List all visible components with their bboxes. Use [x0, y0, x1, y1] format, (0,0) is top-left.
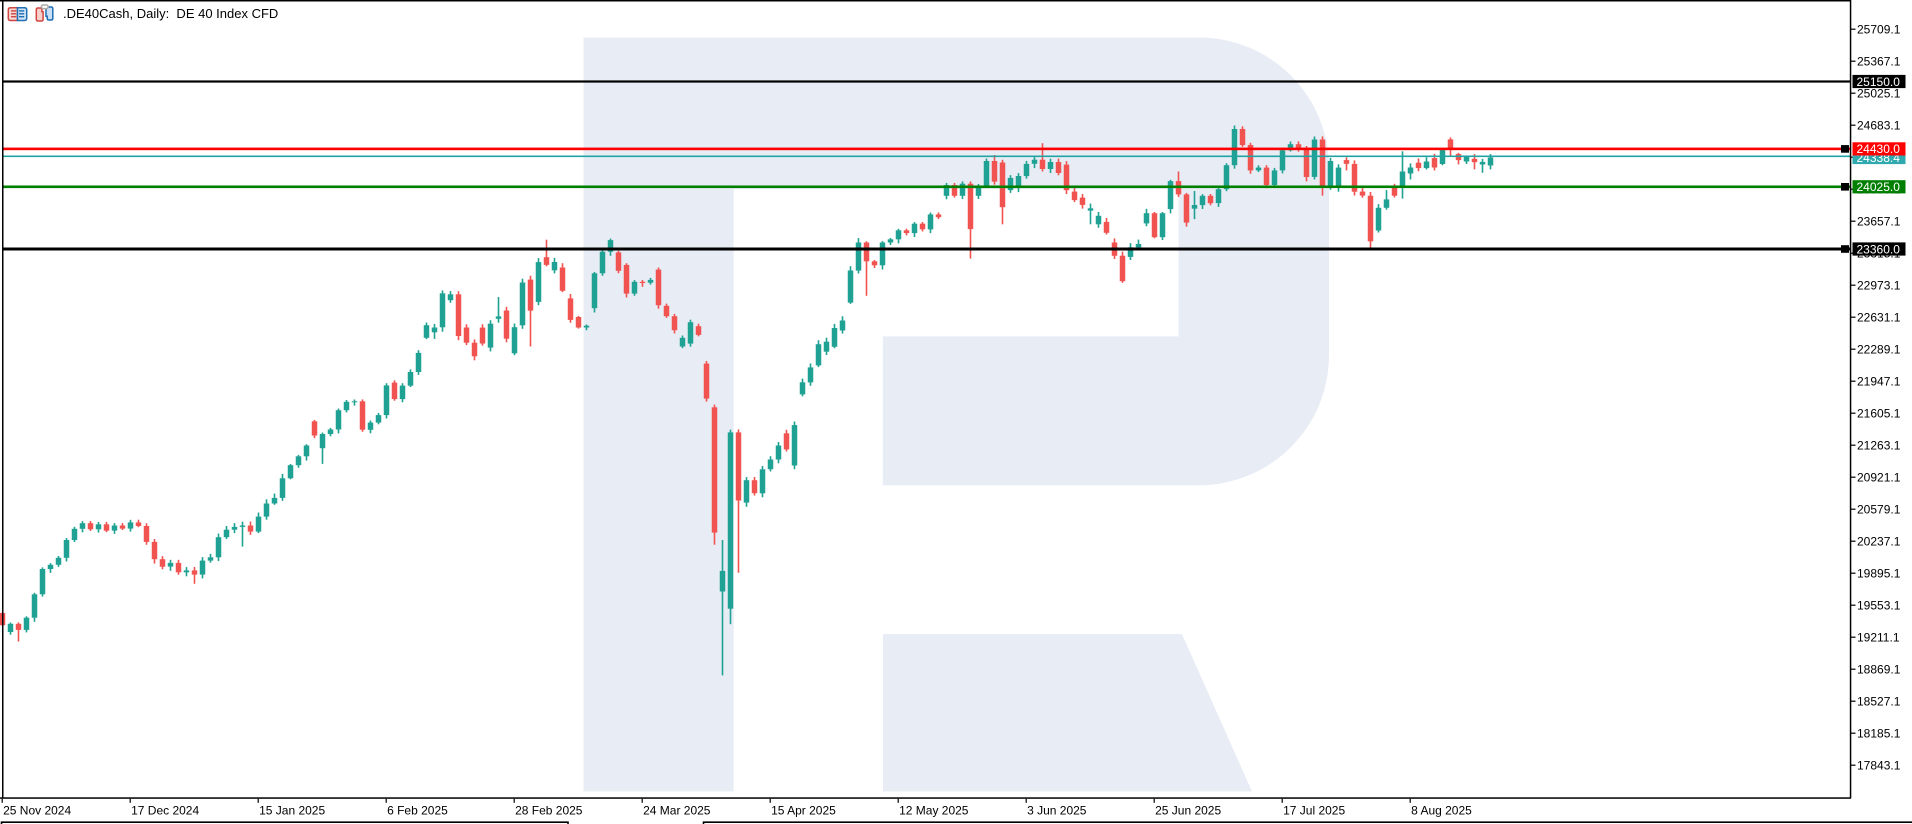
svg-text:20921.1: 20921.1 — [1857, 470, 1901, 484]
svg-text:20579.1: 20579.1 — [1857, 502, 1901, 516]
svg-text:19895.1: 19895.1 — [1857, 566, 1901, 580]
svg-text:24430.0: 24430.0 — [1857, 142, 1901, 156]
svg-text:.DE40Cash, Daily: DE 40 Index: .DE40Cash, Daily: DE 40 Index CFD — [63, 6, 278, 21]
svg-text:23360.0: 23360.0 — [1857, 242, 1901, 256]
svg-text:25367.1: 25367.1 — [1857, 54, 1901, 68]
svg-text:22289.1: 22289.1 — [1857, 342, 1901, 356]
svg-text:19553.1: 19553.1 — [1857, 598, 1901, 612]
svg-text:17 Dec 2024: 17 Dec 2024 — [131, 804, 199, 818]
svg-text:6 Feb 2025: 6 Feb 2025 — [387, 804, 448, 818]
svg-text:15 Apr 2025: 15 Apr 2025 — [771, 804, 836, 818]
svg-text:23657.1: 23657.1 — [1857, 214, 1901, 228]
svg-text:18527.1: 18527.1 — [1857, 694, 1901, 708]
svg-text:25025.1: 25025.1 — [1857, 86, 1901, 100]
svg-text:19211.1: 19211.1 — [1857, 630, 1900, 644]
svg-text:3 Jun 2025: 3 Jun 2025 — [1027, 804, 1087, 818]
svg-text:18185.1: 18185.1 — [1857, 726, 1901, 740]
svg-text:25709.1: 25709.1 — [1857, 22, 1901, 36]
svg-text:12 May 2025: 12 May 2025 — [899, 804, 969, 818]
svg-text:17 Jul 2025: 17 Jul 2025 — [1283, 804, 1345, 818]
svg-text:24025.0: 24025.0 — [1857, 180, 1901, 194]
svg-text:24683.1: 24683.1 — [1857, 118, 1901, 132]
svg-text:25 Nov 2024: 25 Nov 2024 — [3, 804, 71, 818]
svg-text:17843.1: 17843.1 — [1857, 758, 1901, 772]
svg-text:15 Jan 2025: 15 Jan 2025 — [259, 804, 325, 818]
svg-text:28 Feb 2025: 28 Feb 2025 — [515, 804, 583, 818]
svg-text:22631.1: 22631.1 — [1857, 310, 1901, 324]
svg-text:25 Jun 2025: 25 Jun 2025 — [1155, 804, 1221, 818]
svg-text:21263.1: 21263.1 — [1857, 438, 1901, 452]
svg-text:8 Aug 2025: 8 Aug 2025 — [1411, 804, 1472, 818]
svg-text:18869.1: 18869.1 — [1857, 662, 1901, 676]
svg-text:25150.0: 25150.0 — [1857, 75, 1901, 89]
svg-text:20237.1: 20237.1 — [1857, 534, 1901, 548]
svg-text:24 Mar 2025: 24 Mar 2025 — [643, 804, 711, 818]
svg-text:22973.1: 22973.1 — [1857, 278, 1901, 292]
svg-text:21947.1: 21947.1 — [1857, 374, 1901, 388]
svg-text:21605.1: 21605.1 — [1857, 406, 1901, 420]
